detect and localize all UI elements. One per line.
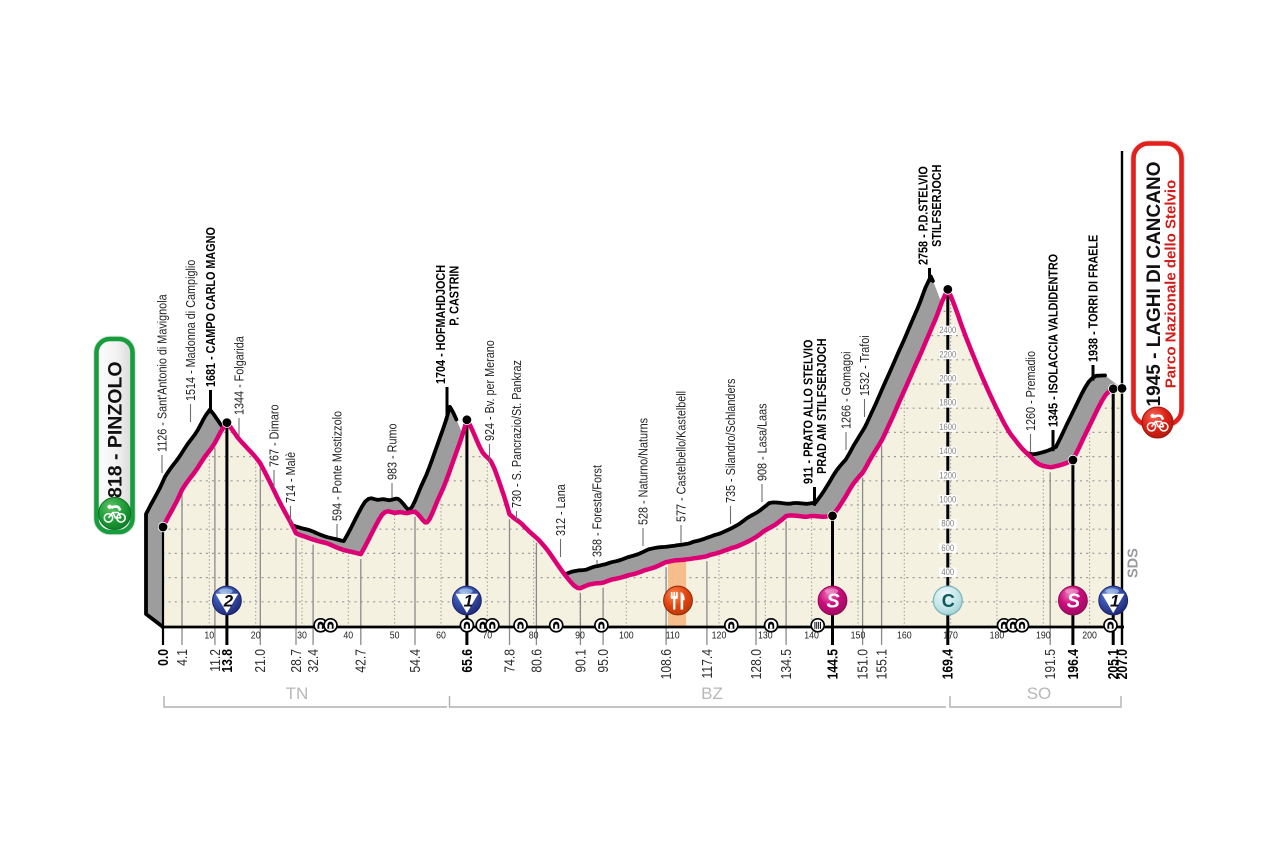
svg-text:1532 - Trafoi: 1532 - Trafoi bbox=[857, 335, 872, 396]
svg-text:PRAD AM STILFSERJOCH: PRAD AM STILFSERJOCH bbox=[814, 338, 829, 473]
svg-text:110: 110 bbox=[666, 629, 680, 641]
svg-text:40: 40 bbox=[343, 629, 353, 641]
svg-text:400: 400 bbox=[941, 566, 954, 577]
svg-text:170: 170 bbox=[943, 629, 958, 641]
svg-text:1600: 1600 bbox=[939, 421, 956, 432]
svg-text:54.4: 54.4 bbox=[407, 649, 423, 673]
svg-text:42.7: 42.7 bbox=[353, 649, 369, 673]
svg-text:169.4: 169.4 bbox=[940, 649, 956, 680]
svg-text:128.0: 128.0 bbox=[748, 649, 764, 679]
svg-text:4.1: 4.1 bbox=[174, 649, 190, 666]
svg-text:50: 50 bbox=[390, 629, 400, 641]
svg-text:Parco Nazionale dello Stelvio: Parco Nazionale dello Stelvio bbox=[1163, 180, 1180, 388]
svg-text:BZ: BZ bbox=[701, 684, 723, 703]
svg-text:1945 - LAGHI DI CANCANO: 1945 - LAGHI DI CANCANO bbox=[1144, 162, 1165, 407]
svg-text:190: 190 bbox=[1036, 629, 1051, 641]
svg-text:911 - PRATO ALLO STELVIO: 911 - PRATO ALLO STELVIO bbox=[800, 340, 815, 484]
svg-text:S: S bbox=[1067, 591, 1081, 613]
svg-text:155.1: 155.1 bbox=[873, 649, 889, 679]
svg-text:528 - Naturno/Naturns: 528 - Naturno/Naturns bbox=[636, 418, 651, 525]
svg-text:2758 - P.D.STELVIO: 2758 - P.D.STELVIO bbox=[915, 166, 930, 265]
svg-text:90.1: 90.1 bbox=[572, 649, 588, 673]
svg-text:1: 1 bbox=[1110, 592, 1119, 611]
svg-text:60: 60 bbox=[436, 629, 446, 641]
svg-text:95.0: 95.0 bbox=[595, 649, 611, 673]
svg-text:TN: TN bbox=[286, 684, 309, 703]
svg-text:908 - Lasa/Laas: 908 - Lasa/Laas bbox=[755, 403, 770, 481]
svg-text:S: S bbox=[826, 591, 840, 613]
svg-text:11.2: 11.2 bbox=[207, 649, 223, 672]
svg-text:600: 600 bbox=[941, 542, 954, 553]
svg-text:1266 - Gomagoi: 1266 - Gomagoi bbox=[839, 351, 854, 429]
svg-text:1514 - Madonna di Campiglio: 1514 - Madonna di Campiglio bbox=[183, 259, 198, 401]
svg-text:1800: 1800 bbox=[939, 397, 956, 408]
svg-text:818 - PINZOLO: 818 - PINZOLO bbox=[105, 361, 127, 498]
svg-text:1400: 1400 bbox=[939, 445, 956, 456]
svg-text:100: 100 bbox=[619, 629, 634, 641]
svg-text:207.0: 207.0 bbox=[1114, 649, 1130, 679]
svg-text:1344 - Folgarida: 1344 - Folgarida bbox=[232, 336, 247, 415]
svg-text:160: 160 bbox=[897, 629, 912, 641]
svg-text:2400: 2400 bbox=[939, 324, 956, 335]
svg-text:1681 - CAMPO CARLO MAGNO: 1681 - CAMPO CARLO MAGNO bbox=[203, 227, 218, 387]
svg-text:714 - Malè: 714 - Malè bbox=[283, 452, 298, 503]
svg-text:21.0: 21.0 bbox=[252, 649, 268, 673]
svg-text:1000: 1000 bbox=[939, 494, 956, 505]
svg-text:P. CASTRIN: P. CASTRIN bbox=[446, 266, 461, 326]
svg-text:2: 2 bbox=[223, 592, 234, 611]
svg-text:130: 130 bbox=[758, 629, 773, 641]
svg-text:358 - Foresta/Forst: 358 - Foresta/Forst bbox=[590, 464, 605, 557]
svg-text:30: 30 bbox=[297, 629, 307, 641]
svg-text:80: 80 bbox=[529, 629, 539, 641]
svg-text:120: 120 bbox=[712, 629, 727, 641]
svg-text:1260 - Premadio: 1260 - Premadio bbox=[1023, 351, 1038, 431]
svg-text:730 - S. Pancrazio/St. Pankraz: 730 - S. Pancrazio/St. Pankraz bbox=[509, 360, 524, 508]
svg-text:2000: 2000 bbox=[939, 373, 956, 384]
svg-text:594 - Ponte Mostizzolo: 594 - Ponte Mostizzolo bbox=[330, 411, 345, 521]
svg-text:577 - Castelbello/Kastelbell: 577 - Castelbello/Kastelbell bbox=[674, 391, 689, 522]
svg-text:1: 1 bbox=[464, 592, 473, 611]
svg-text:10: 10 bbox=[204, 629, 214, 641]
svg-text:108.6: 108.6 bbox=[658, 649, 674, 679]
svg-text:1200: 1200 bbox=[939, 470, 956, 481]
svg-text:312 - Lana: 312 - Lana bbox=[553, 484, 568, 536]
svg-text:151.0: 151.0 bbox=[854, 649, 870, 679]
svg-text:1938 - TORRI DI FRAELE: 1938 - TORRI DI FRAELE bbox=[1086, 235, 1101, 362]
svg-text:196.4: 196.4 bbox=[1065, 649, 1081, 680]
svg-text:20: 20 bbox=[251, 629, 261, 641]
svg-text:1126 - Sant'Antonio di Mavigno: 1126 - Sant'Antonio di Mavignola bbox=[155, 294, 170, 452]
svg-text:SO: SO bbox=[1027, 684, 1052, 703]
svg-text:924 - Bv. per Merano: 924 - Bv. per Merano bbox=[482, 340, 497, 441]
svg-text:SDS: SDS bbox=[1126, 548, 1142, 578]
svg-text:65.6: 65.6 bbox=[459, 649, 475, 673]
svg-text:1704 - HOFMAHDJOCH: 1704 - HOFMAHDJOCH bbox=[433, 265, 448, 384]
svg-text:800: 800 bbox=[941, 518, 954, 529]
svg-text:134.5: 134.5 bbox=[778, 649, 794, 679]
svg-text:205.1: 205.1 bbox=[1105, 649, 1121, 680]
svg-text:117.4: 117.4 bbox=[699, 649, 715, 679]
svg-text:STILFSERJOCH: STILFSERJOCH bbox=[929, 165, 944, 247]
svg-text:191.5: 191.5 bbox=[1042, 649, 1058, 679]
svg-text:140: 140 bbox=[804, 629, 819, 641]
svg-text:0.0: 0.0 bbox=[155, 649, 171, 666]
svg-text:70: 70 bbox=[482, 629, 492, 641]
svg-text:180: 180 bbox=[990, 629, 1005, 641]
svg-text:2200: 2200 bbox=[939, 349, 956, 360]
svg-text:32.4: 32.4 bbox=[305, 649, 321, 673]
svg-text:C: C bbox=[942, 591, 955, 611]
svg-text:74.8: 74.8 bbox=[501, 649, 517, 673]
svg-text:28.7: 28.7 bbox=[288, 649, 304, 673]
svg-text:200: 200 bbox=[1082, 629, 1097, 641]
svg-text:1345 - ISOLACCIA VALDIDENTRO: 1345 - ISOLACCIA VALDIDENTRO bbox=[1046, 254, 1061, 427]
svg-text:13.8: 13.8 bbox=[219, 649, 235, 673]
svg-text:80.6: 80.6 bbox=[528, 649, 544, 673]
svg-text:150: 150 bbox=[851, 629, 866, 641]
svg-text:90: 90 bbox=[575, 629, 585, 641]
svg-text:144.5: 144.5 bbox=[824, 649, 840, 680]
svg-text:767 - Dimaro: 767 - Dimaro bbox=[267, 404, 282, 467]
svg-text:735 - Silandro/Schlanders: 735 - Silandro/Schlanders bbox=[723, 379, 738, 503]
svg-text:983 - Rumo: 983 - Rumo bbox=[385, 423, 400, 480]
